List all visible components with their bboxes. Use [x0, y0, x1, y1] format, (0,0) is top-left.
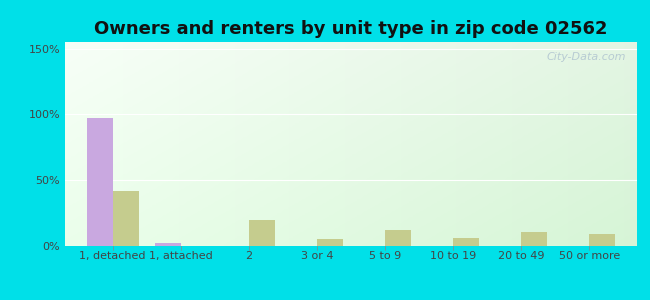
Bar: [590, 234, 615, 246]
Bar: [385, 230, 411, 246]
Bar: [317, 239, 343, 246]
Text: City-Data.com: City-Data.com: [546, 52, 625, 62]
Title: Owners and renters by unit type in zip code 02562: Owners and renters by unit type in zip c…: [94, 20, 608, 38]
Bar: [155, 243, 181, 246]
Bar: [112, 191, 138, 246]
Bar: [249, 220, 275, 246]
Bar: [87, 118, 112, 246]
Bar: [453, 238, 479, 246]
Bar: [521, 232, 547, 246]
